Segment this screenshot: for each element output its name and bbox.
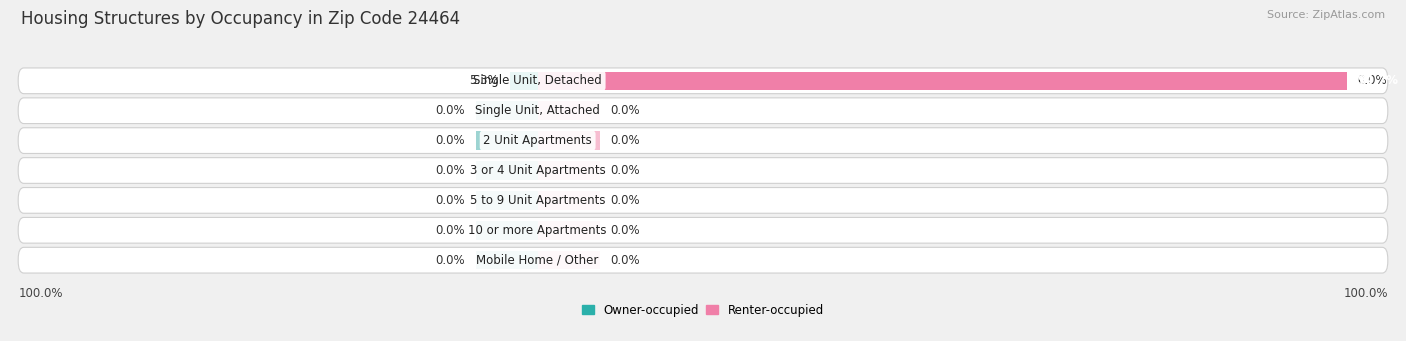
FancyBboxPatch shape	[18, 98, 1388, 123]
Text: 0.0%: 0.0%	[434, 194, 464, 207]
FancyBboxPatch shape	[18, 128, 1388, 153]
Bar	[537, 251, 599, 269]
Bar	[475, 101, 537, 120]
Text: Single Unit, Attached: Single Unit, Attached	[475, 104, 600, 117]
Bar	[475, 161, 537, 180]
Text: 10 or more Apartments: 10 or more Apartments	[468, 224, 607, 237]
Text: 0.0%: 0.0%	[434, 224, 464, 237]
Text: Single Unit, Detached: Single Unit, Detached	[474, 74, 602, 87]
Text: 0.0%: 0.0%	[610, 224, 640, 237]
Text: 0.0%: 0.0%	[434, 104, 464, 117]
FancyBboxPatch shape	[18, 247, 1388, 273]
Text: Mobile Home / Other: Mobile Home / Other	[477, 254, 599, 267]
Text: 3 or 4 Unit Apartments: 3 or 4 Unit Apartments	[470, 164, 606, 177]
Text: 0.0%: 0.0%	[610, 134, 640, 147]
Bar	[475, 251, 537, 269]
Bar	[537, 191, 599, 210]
FancyBboxPatch shape	[18, 68, 1388, 94]
Text: 0.0%: 0.0%	[610, 164, 640, 177]
FancyBboxPatch shape	[18, 188, 1388, 213]
Bar	[537, 221, 599, 240]
Bar	[475, 221, 537, 240]
Bar	[475, 131, 537, 150]
FancyBboxPatch shape	[18, 218, 1388, 243]
Bar	[475, 191, 537, 210]
Bar	[510, 72, 537, 90]
Bar	[537, 131, 599, 150]
Text: 0.0%: 0.0%	[610, 104, 640, 117]
Text: 0.0%: 0.0%	[434, 164, 464, 177]
Text: 0.0%: 0.0%	[434, 134, 464, 147]
Text: 0.0%: 0.0%	[610, 194, 640, 207]
FancyBboxPatch shape	[18, 158, 1388, 183]
Text: 2 Unit Apartments: 2 Unit Apartments	[484, 134, 592, 147]
Text: Source: ZipAtlas.com: Source: ZipAtlas.com	[1267, 10, 1385, 20]
Text: Housing Structures by Occupancy in Zip Code 24464: Housing Structures by Occupancy in Zip C…	[21, 10, 460, 28]
Bar	[537, 161, 599, 180]
Text: 0.0%: 0.0%	[434, 254, 464, 267]
Text: 0.0%: 0.0%	[610, 254, 640, 267]
Text: 100.0%: 100.0%	[1343, 287, 1388, 300]
Text: 0.0%: 0.0%	[1358, 74, 1388, 87]
Bar	[537, 101, 599, 120]
Text: 94.7%: 94.7%	[1358, 74, 1399, 87]
Text: 100.0%: 100.0%	[18, 287, 63, 300]
Bar	[537, 72, 1347, 90]
Legend: Owner-occupied, Renter-occupied: Owner-occupied, Renter-occupied	[578, 299, 828, 322]
Text: 5.3%: 5.3%	[470, 74, 499, 87]
Text: 5 to 9 Unit Apartments: 5 to 9 Unit Apartments	[470, 194, 606, 207]
